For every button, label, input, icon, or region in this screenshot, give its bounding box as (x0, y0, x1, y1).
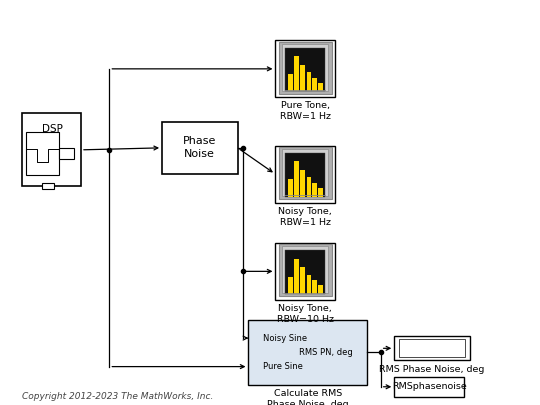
Bar (294, 56, 299, 92)
Bar (279, 42, 332, 94)
Bar (282, 149, 328, 196)
Bar (282, 246, 328, 293)
Text: Pure Sine: Pure Sine (262, 362, 302, 371)
Bar (275, 146, 335, 202)
Bar (312, 183, 317, 197)
Bar (300, 267, 305, 294)
Text: RMSphasenoise: RMSphasenoise (392, 382, 467, 391)
Bar (294, 258, 299, 294)
Bar (307, 177, 312, 197)
Text: Copyright 2012-2023 The MathWorks, Inc.: Copyright 2012-2023 The MathWorks, Inc. (22, 392, 213, 401)
Bar (248, 320, 367, 385)
Bar (394, 377, 464, 397)
Bar (285, 250, 325, 294)
Bar (285, 153, 325, 197)
Bar (275, 40, 335, 97)
Bar (312, 78, 317, 92)
Bar (22, 113, 81, 186)
Text: Noisy Tone,
RBW=10 Hz: Noisy Tone, RBW=10 Hz (276, 304, 334, 324)
Bar (59, 148, 74, 159)
Bar (285, 48, 325, 92)
Bar (312, 280, 317, 294)
Text: Noisy Sine: Noisy Sine (262, 334, 307, 343)
Bar (162, 122, 238, 174)
Bar (294, 161, 299, 197)
Text: Calculate RMS
Phase Noise, deg: Calculate RMS Phase Noise, deg (267, 389, 349, 405)
Bar (288, 74, 293, 92)
Text: Noisy Tone,
RBW=1 Hz: Noisy Tone, RBW=1 Hz (278, 207, 332, 227)
Text: Phase
Noise: Phase Noise (183, 136, 217, 160)
Text: DSP: DSP (42, 124, 63, 134)
Bar (318, 286, 323, 294)
Bar (279, 244, 332, 296)
Bar (300, 170, 305, 197)
Text: Pure Tone,
RBW=1 Hz: Pure Tone, RBW=1 Hz (280, 101, 330, 122)
Bar (318, 188, 323, 197)
Bar (42, 183, 54, 189)
Bar (300, 64, 305, 92)
Bar (288, 179, 293, 197)
Bar (279, 147, 332, 199)
Bar (318, 83, 323, 92)
Bar (307, 72, 312, 92)
Bar (394, 336, 470, 360)
Text: RMS PN, deg: RMS PN, deg (299, 348, 353, 357)
Bar (307, 275, 312, 294)
Bar (399, 339, 465, 357)
Bar (288, 277, 293, 294)
Bar (282, 44, 328, 91)
Bar (275, 243, 335, 300)
Text: RMS Phase Noise, deg: RMS Phase Noise, deg (379, 364, 485, 373)
Bar (26, 132, 59, 175)
